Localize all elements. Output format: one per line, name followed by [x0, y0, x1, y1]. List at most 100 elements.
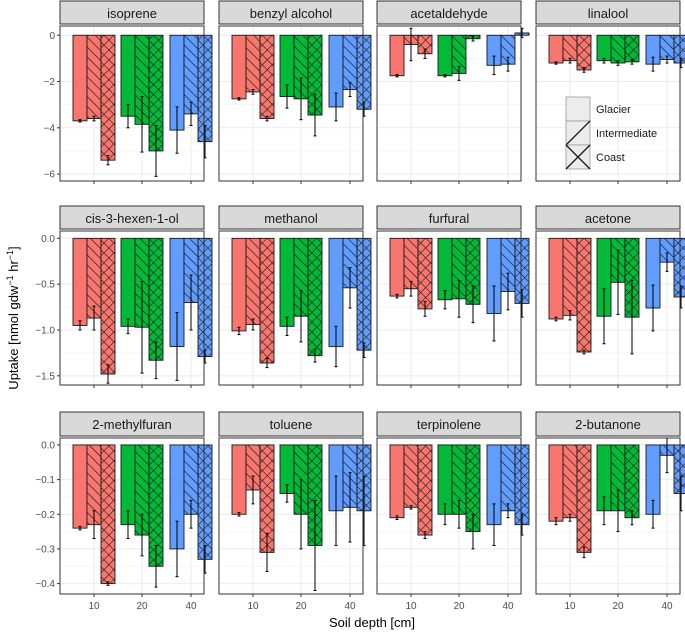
bar-40cm-glacier — [646, 444, 660, 515]
bar-pattern-stripe — [452, 35, 466, 74]
panel-border — [376, 25, 522, 182]
panel-title: terpinolene — [417, 417, 481, 432]
bar-pattern-crosshatch — [515, 238, 529, 304]
bar-pattern-stripe — [294, 238, 308, 317]
bar-pattern-stripe — [563, 35, 577, 61]
panel-strip — [59, 0, 205, 25]
bar-pattern-stripe — [184, 35, 198, 114]
bar-pattern-crosshatch — [515, 444, 529, 525]
panel-border — [535, 437, 681, 595]
bar-40cm-glacier — [487, 238, 501, 314]
bar-pattern-stripe — [246, 35, 260, 92]
y-axis-title-main: Uptake [nmol gdw — [6, 285, 21, 390]
bar-pattern-crosshatch — [198, 238, 212, 357]
y-tick-label: −0.1 — [35, 475, 55, 486]
legend-stripe-mark — [565, 120, 591, 146]
x-tick-label: 20 — [612, 601, 624, 612]
bar-pattern-stripe — [563, 238, 577, 316]
y-axis-title-end: ] — [6, 246, 21, 250]
panel-title: 2-butanone — [575, 417, 641, 432]
bar-40cm-glacier — [646, 238, 660, 308]
y-axis-title: Uptake [nmol gdw−1 hr−1] — [5, 246, 21, 389]
bar-40cm-glacier — [170, 35, 184, 131]
bar-pattern-stripe — [87, 444, 101, 525]
legend-label: Glacier — [596, 104, 631, 116]
panel-border — [535, 25, 681, 182]
panel-title: linalool — [588, 6, 629, 21]
bar-10cm-glacier — [549, 444, 563, 522]
bar-pattern-stripe — [246, 444, 260, 490]
y-tick-label: −1.0 — [35, 326, 55, 337]
bar-pattern-crosshatch — [149, 35, 163, 151]
bar-pattern-stripe — [294, 35, 308, 99]
y-tick-label: −0.5 — [35, 280, 55, 291]
bar-pattern-crosshatch — [625, 444, 639, 518]
bar-40cm-glacier — [646, 35, 660, 65]
legend-label: Coast — [596, 152, 625, 164]
panel-title: cis-3-hexen-1-ol — [85, 211, 178, 226]
panel-border — [218, 437, 364, 595]
bar-40cm-glacier — [487, 444, 501, 525]
panel-toluene: toluene 10 20 40 — [218, 411, 372, 612]
panel-border — [59, 25, 205, 182]
bar-pattern-stripe — [404, 238, 418, 289]
bar-pattern-stripe — [343, 35, 357, 90]
y-axis-title-exp1: −1 — [5, 275, 15, 285]
panel-strip — [59, 205, 205, 230]
bar-pattern-stripe — [501, 238, 515, 292]
bar-20cm-glacier — [280, 238, 294, 327]
bar-pattern-crosshatch — [260, 238, 274, 363]
panel-border — [376, 230, 522, 386]
x-tick-label: 20 — [136, 601, 148, 612]
bar-20cm-glacier — [121, 35, 135, 117]
panel-border — [218, 230, 364, 386]
y-tick-label: −4 — [44, 123, 56, 134]
bar-pattern-stripe — [87, 35, 101, 119]
y-tick-label: −6 — [44, 170, 56, 181]
bar-40cm-glacier — [170, 444, 184, 549]
bar-40cm-glacier — [170, 238, 184, 347]
bar-pattern-stripe — [452, 238, 466, 299]
legend-label: Intermediate — [596, 128, 657, 140]
bar-pattern-stripe — [184, 444, 198, 515]
y-tick-label: −1.5 — [35, 371, 55, 382]
bar-pattern-crosshatch — [149, 238, 163, 361]
bar-10cm-glacier — [232, 238, 246, 331]
bar-10cm-glacier — [73, 238, 87, 326]
panel-acetone: acetone — [535, 205, 685, 388]
panel-title: methanol — [264, 211, 318, 226]
bar-pattern-crosshatch — [577, 35, 591, 70]
bar-10cm-glacier — [390, 444, 404, 518]
panel-strip — [59, 411, 205, 437]
bar-10cm-glacier — [390, 238, 404, 297]
bar-20cm-glacier — [121, 238, 135, 327]
bar-pattern-stripe — [563, 444, 577, 518]
legend-cross-mark — [565, 144, 591, 170]
bar-20cm-glacier — [121, 444, 135, 525]
bar-pattern-stripe — [135, 444, 149, 536]
bar-10cm-glacier — [232, 444, 246, 515]
x-tick-label: 10 — [88, 601, 100, 612]
bar-20cm-glacier — [597, 444, 611, 511]
panel-strip — [218, 411, 364, 437]
bar-20cm-glacier — [280, 444, 294, 494]
bar-40cm-glacier — [487, 35, 501, 66]
bar-pattern-stripe — [135, 35, 149, 125]
bar-pattern-stripe — [611, 444, 625, 511]
x-tick-label: 40 — [344, 601, 356, 612]
panel-strip — [218, 0, 364, 25]
bar-pattern-crosshatch — [198, 444, 212, 560]
panel-strip — [535, 0, 681, 25]
bar-pattern-crosshatch — [101, 444, 115, 584]
bar-20cm-glacier — [597, 35, 611, 61]
bar-pattern-crosshatch — [577, 444, 591, 553]
bar-pattern-crosshatch — [308, 238, 322, 356]
panel-title: furfural — [429, 211, 470, 226]
bar-pattern-stripe — [611, 35, 625, 64]
panel-isoprene: isoprene 0 −2 −4 −6 — [44, 0, 213, 184]
panel-strip — [535, 205, 681, 230]
bar-10cm-glacier — [549, 238, 563, 319]
bar-pattern-stripe — [87, 238, 101, 319]
legend-key-glacier — [565, 96, 591, 122]
bar-pattern-crosshatch — [101, 35, 115, 161]
